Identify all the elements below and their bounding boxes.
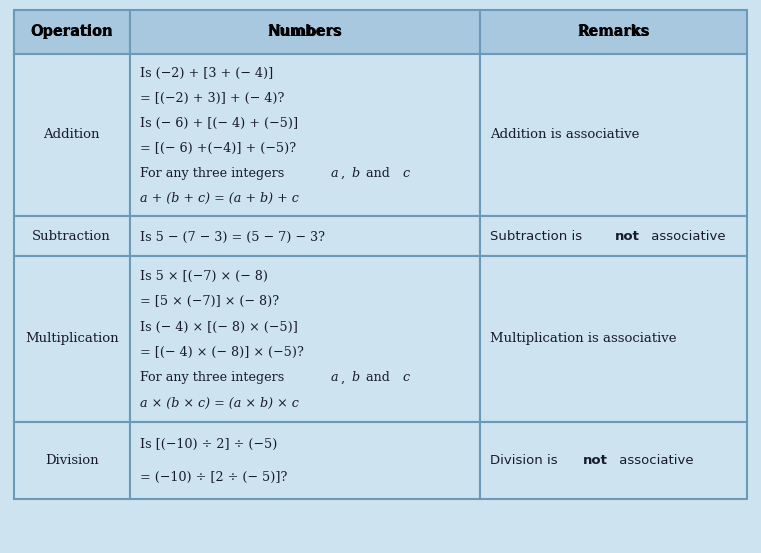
Text: Is 5 − (7 − 3) = (5 − 7) − 3?: Is 5 − (7 − 3) = (5 − 7) − 3? (139, 231, 324, 243)
Text: Division is: Division is (490, 453, 562, 467)
Bar (129, 10, 480, 54)
Text: Addition: Addition (43, 128, 100, 142)
Bar (129, 421, 480, 499)
Text: = [(− 6) +(−4)] + (−5)?: = [(− 6) +(−4)] + (−5)? (139, 142, 295, 155)
Text: and: and (361, 167, 393, 180)
Bar (14, 256, 129, 421)
Text: Operation: Operation (30, 24, 113, 39)
Text: ,: , (341, 167, 349, 180)
Bar (129, 256, 480, 421)
Text: a: a (331, 371, 339, 384)
Bar (129, 54, 480, 216)
Bar (14, 421, 129, 499)
Text: Numbers: Numbers (267, 25, 342, 39)
Text: ,: , (341, 371, 349, 384)
Text: not: not (615, 229, 639, 243)
Text: a × (b × c) = (a × b) × c: a × (b × c) = (a × b) × c (139, 397, 298, 410)
Text: = [5 × (−7)] × (− 8)?: = [5 × (−7)] × (− 8)? (139, 295, 279, 308)
Text: Is (−2) + [3 + (− 4)]: Is (−2) + [3 + (− 4)] (139, 67, 272, 80)
Text: b: b (351, 167, 359, 180)
Text: Remarks: Remarks (578, 24, 650, 39)
Text: a + (b + c) = (a + b) + c: a + (b + c) = (a + b) + c (139, 192, 298, 205)
Text: b: b (351, 371, 359, 384)
Text: = [(−2) + 3)] + (− 4)?: = [(−2) + 3)] + (− 4)? (139, 92, 284, 105)
Text: c: c (403, 167, 410, 180)
Bar (480, 54, 747, 216)
Text: Subtraction: Subtraction (32, 229, 111, 243)
Text: Multiplication is associative: Multiplication is associative (490, 332, 677, 346)
Text: Is (− 4) × [(− 8) × (−5)]: Is (− 4) × [(− 8) × (−5)] (139, 321, 298, 333)
Text: Operation: Operation (30, 25, 113, 39)
Text: Multiplication: Multiplication (25, 332, 119, 346)
Text: Remarks: Remarks (578, 25, 650, 39)
Bar (14, 10, 129, 54)
Bar (480, 421, 747, 499)
Text: Division: Division (45, 453, 98, 467)
Text: For any three integers: For any three integers (139, 167, 288, 180)
Text: = [(− 4) × (− 8)] × (−5)?: = [(− 4) × (− 8)] × (−5)? (139, 346, 304, 359)
Text: associative: associative (615, 453, 693, 467)
Text: = (−10) ÷ [2 ÷ (− 5)]?: = (−10) ÷ [2 ÷ (− 5)]? (139, 471, 287, 484)
Bar (480, 216, 747, 256)
Text: Numbers: Numbers (268, 24, 342, 39)
Bar (14, 54, 129, 216)
Bar (480, 10, 747, 54)
Text: and: and (361, 371, 393, 384)
Bar (14, 216, 129, 256)
Text: not: not (583, 453, 608, 467)
Text: associative: associative (647, 229, 725, 243)
Bar (129, 216, 480, 256)
Bar (480, 256, 747, 421)
Text: c: c (403, 371, 410, 384)
Text: Subtraction is: Subtraction is (490, 229, 587, 243)
Text: Is [(−10) ÷ 2] ÷ (−5): Is [(−10) ÷ 2] ÷ (−5) (139, 439, 277, 451)
Text: Addition is associative: Addition is associative (490, 128, 639, 142)
Text: a: a (331, 167, 339, 180)
Text: For any three integers: For any three integers (139, 371, 288, 384)
Text: Is (− 6) + [(− 4) + (−5)]: Is (− 6) + [(− 4) + (−5)] (139, 117, 298, 130)
Text: Is 5 × [(−7) × (− 8): Is 5 × [(−7) × (− 8) (139, 270, 268, 283)
